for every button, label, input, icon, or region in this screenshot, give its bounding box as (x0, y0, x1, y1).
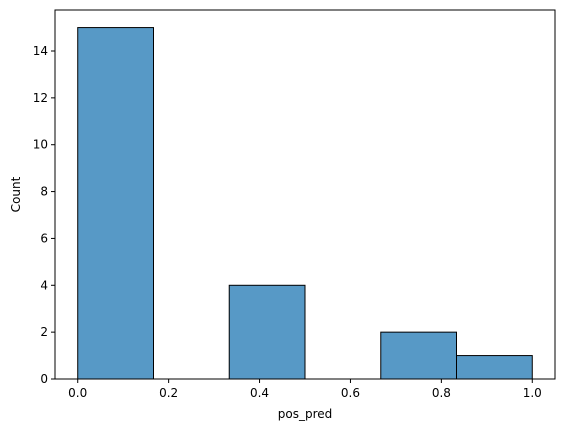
y-tick-label: 14 (33, 44, 48, 58)
x-tick-label: 0.2 (159, 386, 178, 400)
x-tick-label: 0.4 (250, 386, 269, 400)
x-tick-label: 0.0 (68, 386, 87, 400)
y-tick-label: 10 (33, 138, 48, 152)
x-axis-ticks: 0.0 0.2 0.4 0.6 0.8 1.0 (68, 379, 542, 400)
x-axis-label: pos_pred (278, 407, 333, 421)
histogram-bars (77, 27, 533, 380)
y-tick-label: 4 (40, 278, 48, 292)
histogram-bar-0 (77, 27, 154, 380)
x-tick-label: 0.8 (432, 386, 451, 400)
y-axis-ticks: 0 2 4 6 8 10 12 14 (33, 44, 55, 386)
plot-frame (54, 9, 556, 380)
histogram-bar-5 (456, 355, 533, 380)
y-axis-label: Count (9, 176, 23, 212)
y-tick-label: 0 (40, 372, 48, 386)
x-tick-label: 1.0 (523, 386, 542, 400)
histogram-bar-4 (380, 331, 458, 380)
x-tick-label: 0.6 (341, 386, 360, 400)
y-tick-label: 12 (33, 91, 48, 105)
y-tick-label: 6 (40, 231, 48, 245)
y-tick-label: 8 (40, 185, 48, 199)
y-tick-label: 2 (40, 325, 48, 339)
histogram-bar-2 (228, 284, 306, 380)
